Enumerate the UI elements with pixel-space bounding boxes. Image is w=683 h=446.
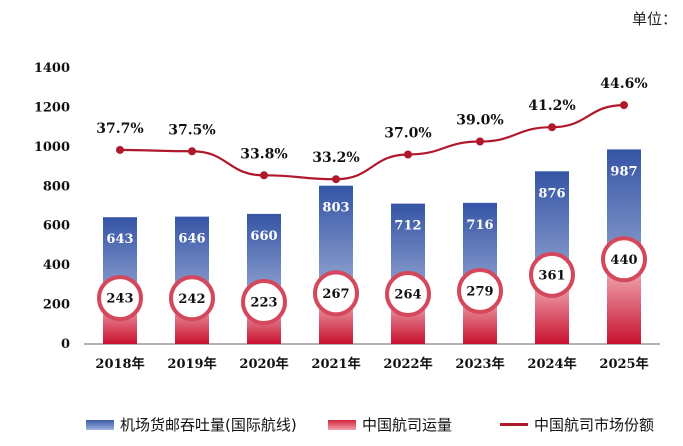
value-badge [601,236,647,283]
share-point [260,171,268,180]
bar-value-label: 660 [250,229,277,244]
badge-value-label: 264 [394,287,421,302]
legend-swatch-red [328,419,356,430]
x-tick-label: 2022年 [383,356,432,372]
value-badge [457,267,503,314]
share-value-label: 33.2% [312,150,359,166]
combo-chart: 0 200 400 600 800 1000 1200 1400 2018年 2019年 2020年… [34,61,660,372]
value-badge [313,270,359,317]
legend-swatch-blue [86,419,114,430]
legend-item-throughput: 机场货邮吞吐量(国际航线) [86,414,297,435]
bar-value-label: 712 [394,219,421,234]
legend-item-share: 中国航司市场份额 [500,414,654,435]
legend-label-throughput: 机场货邮吞吐量(国际航线) [120,416,297,434]
value-badge [385,270,431,317]
share-point [116,145,124,154]
badge-value-label: 440 [610,253,637,268]
x-tick-label: 2020年 [239,356,288,372]
badge-value-label: 243 [106,292,133,307]
share-line [119,104,625,181]
x-tick-label: 2019年 [167,356,216,372]
x-tick-label: 2021年 [311,356,360,372]
x-tick-label: 2023年 [455,356,504,372]
share-value-label: 33.8% [240,146,287,162]
bar-value-label: 716 [466,218,493,233]
badge-value-label: 279 [466,284,493,299]
share-value-label: 41.2% [528,98,575,114]
x-tick-label: 2018年 [95,356,144,372]
badge-value-label: 267 [322,287,349,302]
share-point [620,101,628,110]
y-tick-label: 400 [43,258,70,273]
y-tick-label: 0 [61,337,70,352]
value-badge [529,251,575,298]
bar-value-label: 987 [610,164,637,179]
share-value-label: 37.5% [168,122,215,138]
share-value-label: 37.7% [96,121,143,137]
value-badge [97,275,143,322]
bar-value-label: 643 [106,232,133,247]
share-value-label: 39.0% [456,113,503,129]
bar-value-label: 646 [178,232,205,247]
badge-value-label: 223 [250,296,277,311]
share-point [332,175,340,184]
unit-label: 单位： [631,10,677,28]
x-tick-label: 2025年 [599,356,648,372]
bar-value-label: 876 [538,186,565,201]
value-badge [169,275,215,322]
badge-value-label: 361 [538,268,565,283]
legend-item-chinese-carriers: 中国航司运量 [328,414,452,435]
legend-swatch-line [500,423,528,426]
share-point [188,147,196,156]
legend: 机场货邮吞吐量(国际航线) 中国航司运量 中国航司市场份额 [0,410,683,440]
y-tick-label: 1200 [34,100,70,115]
badge-value-label: 242 [178,292,205,307]
x-tick-label: 2024年 [527,356,576,372]
share-value-label: 44.6% [600,76,647,92]
y-tick-label: 600 [43,219,70,234]
share-point [548,123,556,132]
y-tick-label: 200 [43,298,70,313]
y-tick-label: 800 [43,179,70,194]
share-point [476,137,484,146]
value-badge [241,279,287,326]
y-tick-label: 1400 [34,61,70,76]
bar-value-label: 803 [322,201,349,216]
legend-label-share: 中国航司市场份额 [534,416,655,434]
y-tick-label: 1000 [34,140,70,155]
legend-label-chinese-carriers: 中国航司运量 [362,416,453,434]
share-point [404,150,412,159]
share-value-label: 37.0% [384,126,431,142]
